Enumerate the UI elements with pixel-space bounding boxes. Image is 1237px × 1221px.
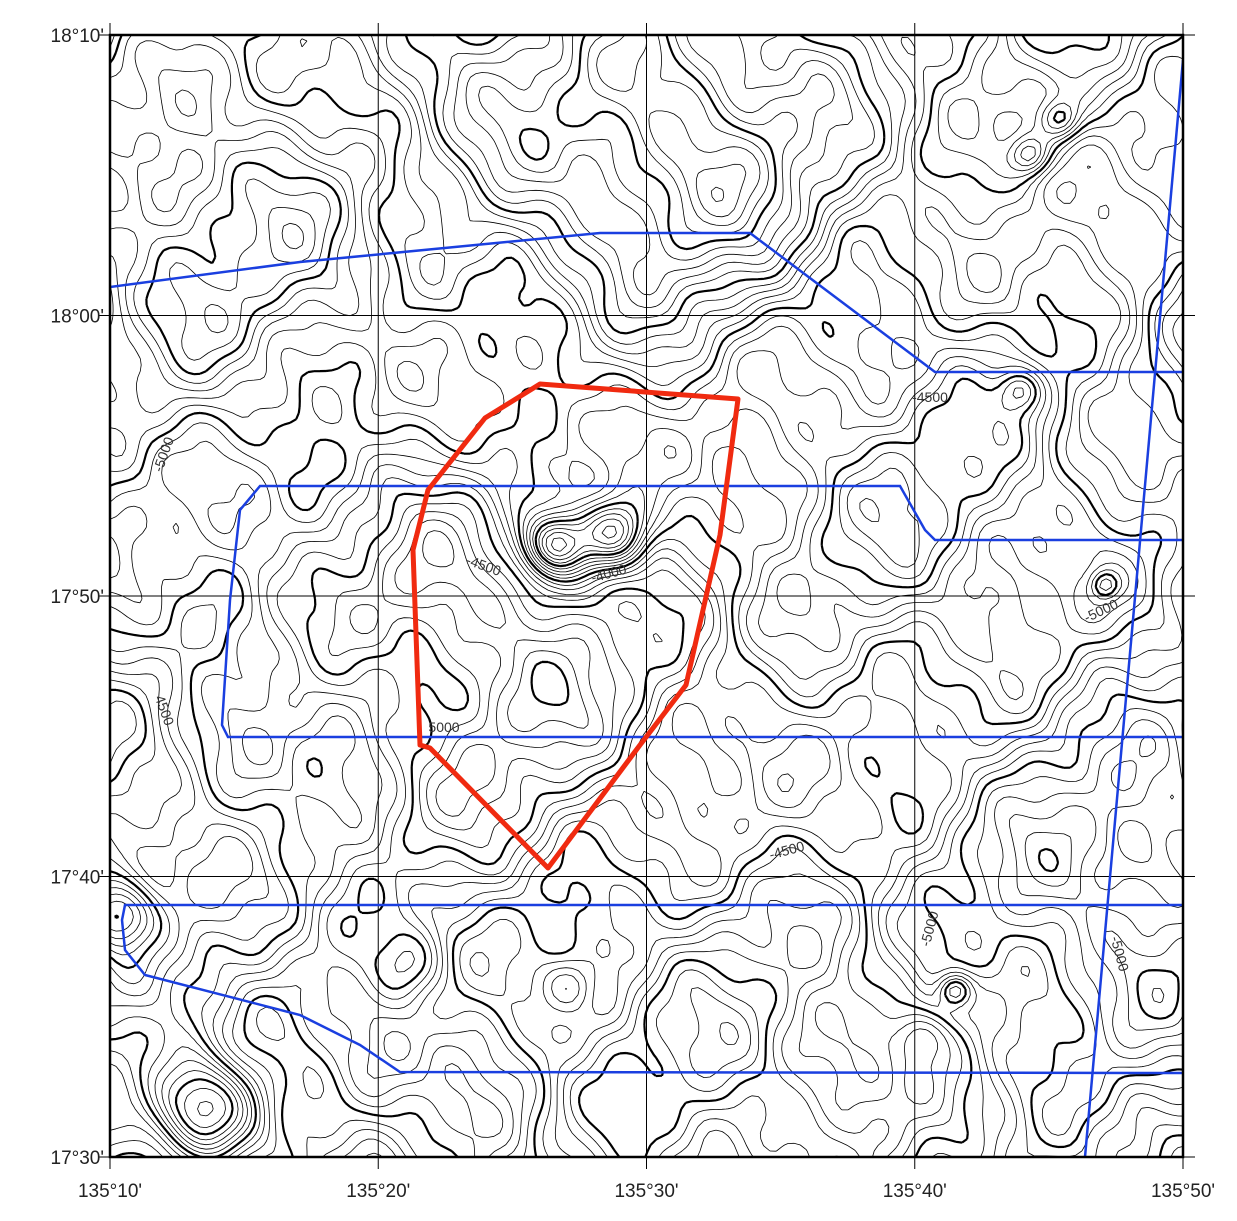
contour-line	[710, 186, 725, 202]
contour-line	[322, 35, 1183, 1157]
contour-line	[596, 35, 761, 226]
contour-line	[343, 35, 1183, 1157]
track-line	[220, 484, 1183, 739]
y-tick-label: 17°50'	[51, 587, 105, 608]
contour-line	[110, 35, 1123, 1157]
map-frame	[108, 33, 1185, 1159]
contour-label: 5000	[428, 719, 459, 735]
y-tick-label: 17°30'	[51, 1148, 105, 1169]
contour-line	[114, 914, 120, 919]
contour-line	[110, 35, 1183, 1157]
x-tick-label: 135°50'	[1151, 1181, 1215, 1202]
y-tick-label: 18°00'	[51, 307, 105, 328]
x-tick-label: 135°30'	[614, 1181, 678, 1202]
x-tick-label: 135°40'	[883, 1181, 947, 1202]
contour-line	[110, 35, 1118, 1157]
tracks	[110, 59, 1183, 1157]
track-line	[1083, 59, 1183, 1157]
x-tick-label: 135°20'	[346, 1181, 410, 1202]
contour-line	[110, 207, 1024, 1117]
y-tick-label: 17°40'	[51, 867, 105, 888]
contour-line	[110, 35, 1183, 1157]
contour-line	[695, 163, 747, 218]
contour-label: -4500	[912, 389, 948, 405]
contour-line	[114, 35, 1183, 1157]
contour-line	[110, 222, 880, 1045]
contour-line	[110, 35, 1183, 1157]
track-line	[120, 903, 1183, 1075]
contour-line	[110, 525, 617, 932]
contour-line	[110, 35, 1183, 1157]
contour-line	[110, 35, 1149, 1157]
contour-line	[518, 35, 1180, 1020]
contours	[110, 35, 1183, 1157]
x-tick-label: 135°10'	[78, 1181, 142, 1202]
y-tick-label: 18°10'	[51, 26, 105, 47]
contour-line	[110, 35, 1183, 1157]
survey-area	[410, 381, 741, 871]
track-line	[110, 231, 1183, 374]
contour-line	[365, 35, 1183, 1157]
